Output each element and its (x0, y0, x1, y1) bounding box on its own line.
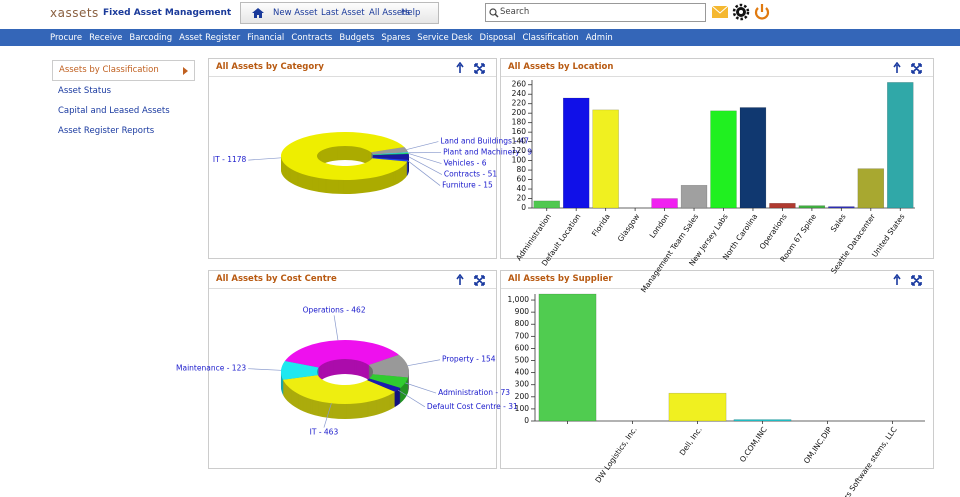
menu-item[interactable]: Receive (89, 32, 123, 43)
menu-item[interactable]: Admin (585, 32, 613, 43)
menu-item[interactable]: Disposal (479, 32, 516, 43)
panel-title: All Assets by Location (508, 62, 614, 72)
menu-item[interactable]: Budgets (339, 32, 375, 43)
nav-item[interactable]: All Assets (369, 8, 410, 18)
menu-item[interactable]: Contracts (291, 32, 333, 43)
menu-item[interactable]: Barcoding (129, 32, 173, 43)
arrow-icon (183, 67, 188, 75)
panel-title: All Assets by Supplier (508, 274, 613, 284)
menu-item[interactable]: Procure (50, 32, 83, 43)
panel-icons[interactable] (893, 274, 923, 286)
panel: All Assets by Location (500, 58, 934, 259)
panel-icons[interactable] (456, 274, 486, 286)
panel-icons[interactable] (893, 62, 923, 74)
panel-title: All Assets by Cost Centre (216, 274, 337, 284)
panel-header: All Assets by Supplier (501, 271, 933, 289)
nav-item[interactable]: New Asset (273, 8, 318, 18)
panel-header: All Assets by Category (209, 59, 496, 77)
menu-item[interactable]: Financial (247, 32, 285, 43)
panel: All Assets by Supplier (500, 270, 934, 469)
toolbar-icons (711, 3, 770, 21)
search-box[interactable]: Search (485, 3, 706, 22)
home-icon[interactable] (251, 7, 265, 19)
menu-item[interactable]: Classification (522, 32, 579, 43)
search-icon (489, 8, 499, 18)
menu-bar: Procure Receive Barcoding Asset Register Fin… (0, 29, 960, 46)
sidebar-item[interactable]: Asset Register Reports (58, 126, 155, 136)
logout-icon[interactable] (754, 4, 770, 20)
menu-item[interactable]: Asset Register (179, 32, 241, 43)
sidebar-item[interactable]: Assets by Classification (52, 60, 195, 81)
menu-item[interactable]: Service Desk (417, 32, 473, 43)
panel: All Assets by Cost Centre (208, 270, 497, 469)
logo[interactable]: xassets (50, 6, 99, 20)
panel-icons[interactable] (456, 62, 486, 74)
app-title[interactable]: Fixed Asset Management (103, 8, 232, 18)
panel-header: All Assets by Location (501, 59, 933, 77)
sidebar-item[interactable]: Asset Status (58, 86, 112, 96)
nav-bar: New Asset Last Asset All Assets Help (240, 2, 439, 24)
nav-item[interactable]: Help (401, 8, 421, 18)
settings-icon[interactable] (732, 3, 750, 21)
menu-item[interactable]: Spares (381, 32, 411, 43)
search-placeholder: Search (500, 7, 530, 17)
sidebar-item[interactable]: Capital and Leased Assets (58, 106, 170, 116)
panel-header: All Assets by Cost Centre (209, 271, 496, 289)
panel-title: All Assets by Category (216, 62, 324, 72)
panel: All Assets by Category (208, 58, 497, 259)
sidebar: Assets by Classification Asset Status Capi… (52, 60, 195, 141)
nav-item[interactable]: Last Asset (321, 8, 365, 18)
